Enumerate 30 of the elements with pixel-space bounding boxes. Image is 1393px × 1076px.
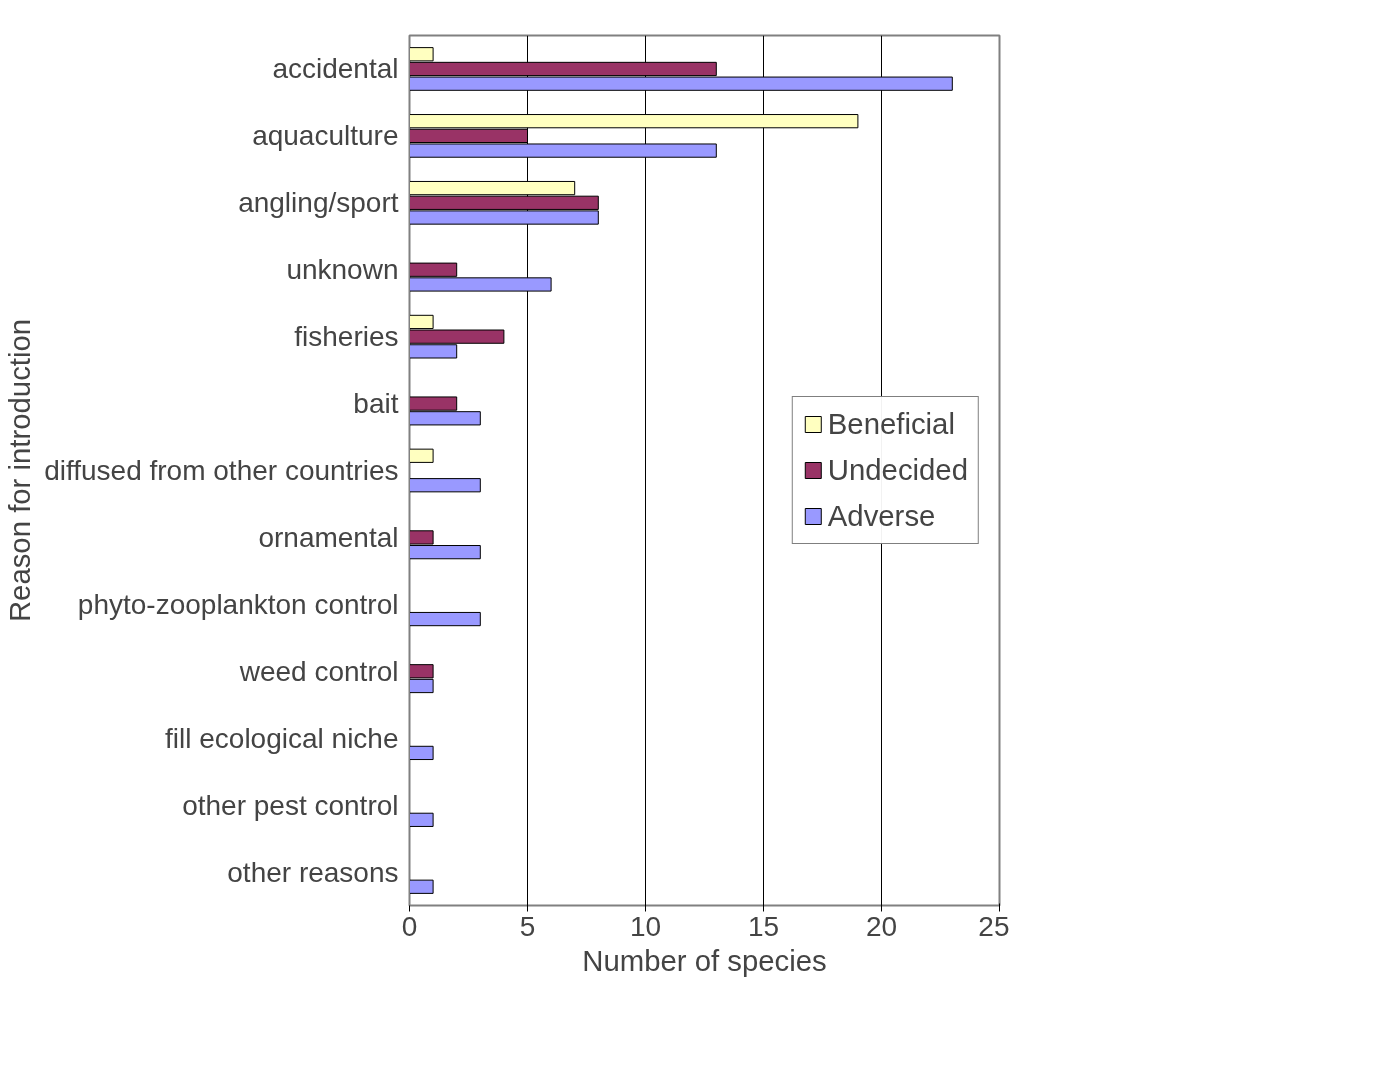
y-tick-label: diffused from other countries — [44, 455, 399, 486]
x-tick-label: 10 — [629, 910, 662, 942]
x-tick-label: 20 — [865, 910, 898, 942]
y-tick-label: other pest control — [182, 789, 399, 821]
y-tick-label: unknown — [286, 254, 399, 286]
bar — [409, 448, 434, 463]
y-axis-title: Reason for introduction — [3, 318, 37, 623]
x-axis-title: Number of species — [582, 943, 827, 977]
bar — [409, 745, 434, 761]
legend-label: Beneficial — [827, 407, 955, 441]
y-tick-label: angling/sport — [238, 187, 399, 219]
bar — [409, 478, 481, 493]
x-tick-label: 5 — [519, 910, 536, 942]
x-tick-label: 0 — [401, 910, 418, 942]
y-tick-label: other reasons — [227, 856, 399, 888]
y-tick-label: fisheries — [294, 321, 399, 353]
legend-label: Undecided — [827, 453, 968, 487]
bar — [409, 611, 481, 627]
x-tick-label: 15 — [747, 910, 780, 942]
y-tick-label: aquaculture — [252, 120, 399, 152]
y-tick-label: fill ecological niche — [165, 722, 399, 754]
y-tick-label: phyto-zooplankton control — [77, 588, 399, 620]
y-tick-label: ornamental — [258, 521, 399, 553]
bar — [409, 812, 434, 827]
y-tick-label: bait — [353, 388, 399, 420]
bar — [409, 879, 434, 894]
y-tick-label: weed control — [238, 655, 399, 687]
legend-label: Adverse — [827, 499, 936, 533]
x-tick-label: 25 — [978, 910, 1010, 942]
y-tick-label: accidental — [272, 53, 399, 85]
